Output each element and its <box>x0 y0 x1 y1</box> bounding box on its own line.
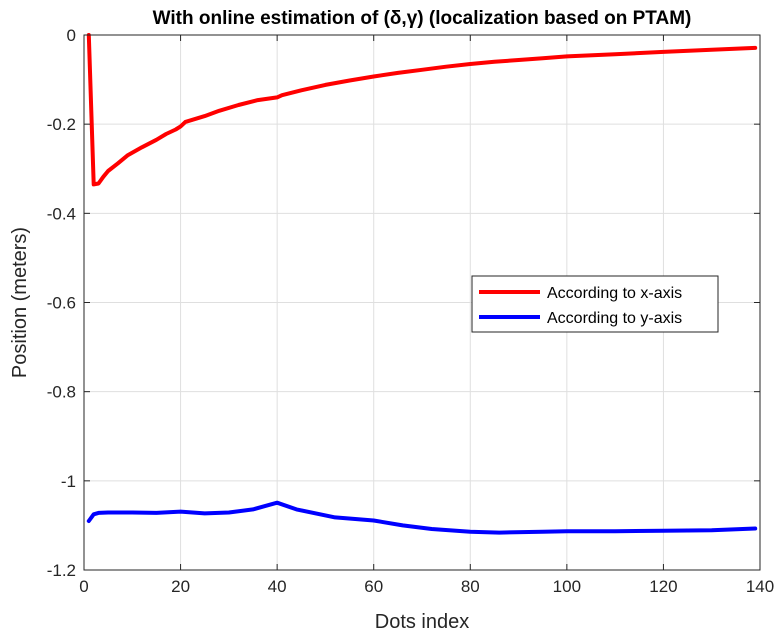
y-tick-label: -0.4 <box>47 204 76 223</box>
x-axis-ticks: 0 20 40 60 80 100 120 140 <box>79 35 774 596</box>
y-tick-label: 0 <box>67 26 76 45</box>
x-tick-label: 0 <box>79 577 88 596</box>
y-tick-label: -0.8 <box>47 383 76 402</box>
x-tick-label: 120 <box>649 577 677 596</box>
x-tick-label: 80 <box>461 577 480 596</box>
y-axis-title: Position (meters) <box>9 227 31 378</box>
legend-label: According to x-axis <box>547 285 682 302</box>
chart-title: With online estimation of (δ,γ) (localiz… <box>153 8 692 29</box>
x-axis-title: Dots index <box>375 611 470 633</box>
y-tick-label: -0.2 <box>47 115 76 134</box>
x-tick-label: 140 <box>746 577 774 596</box>
series-line-1 <box>86 33 758 187</box>
y-axis-ticks: 0 -0.2 -0.4 -0.6 -0.8 -1 -1.2 <box>47 26 760 580</box>
x-tick-label: 40 <box>268 577 287 596</box>
legend-box <box>471 275 719 333</box>
x-tick-label: 60 <box>364 577 383 596</box>
y-tick-label: -0.6 <box>47 294 76 313</box>
series-layer <box>86 33 758 535</box>
x-tick-label: 20 <box>171 577 190 596</box>
x-tick-label: 100 <box>553 577 581 596</box>
legend-label: According to y-axis <box>547 310 682 327</box>
legend: According to x-axis According to y-axis <box>471 275 719 333</box>
y-tick-label: -1.2 <box>47 561 76 580</box>
series-line-2 <box>86 500 758 535</box>
y-tick-label: -1 <box>61 472 76 491</box>
